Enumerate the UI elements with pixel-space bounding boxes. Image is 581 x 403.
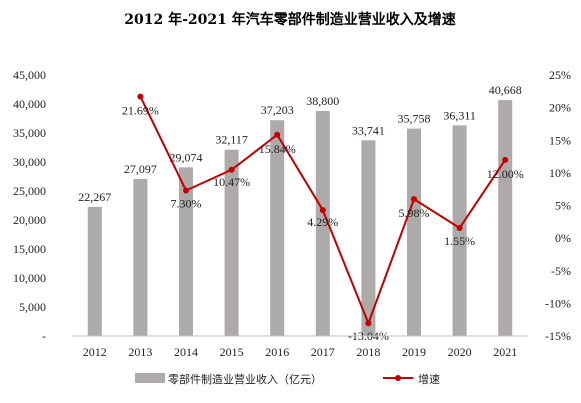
chart-title: 2012 年-2021 年汽车零部件制造业营业收入及增速 bbox=[124, 11, 456, 28]
left-axis-tick-label: 40,000 bbox=[13, 97, 46, 111]
right-axis-tick-label: 20% bbox=[549, 101, 571, 115]
growth-point bbox=[319, 207, 326, 214]
legend-bar-label: 零部件制造业营业收入（亿元） bbox=[168, 372, 322, 386]
bar bbox=[498, 100, 513, 336]
growth-value-label: 15.84% bbox=[259, 142, 296, 156]
bar bbox=[133, 178, 148, 336]
x-axis-tick-label: 2015 bbox=[220, 345, 244, 359]
x-axis-tick-label: 2014 bbox=[174, 345, 198, 359]
legend-line-label: 增速 bbox=[418, 372, 440, 386]
left-axis-tick-label: 15,000 bbox=[13, 242, 46, 256]
x-axis-tick-label: 2016 bbox=[265, 345, 289, 359]
bar-value-label: 36,311 bbox=[443, 108, 476, 122]
bar bbox=[179, 167, 193, 336]
bar bbox=[361, 140, 376, 336]
growth-point bbox=[502, 156, 509, 163]
left-axis: - 5,000 10,000 15,000 20,000 25,000 30,000 35,0… bbox=[13, 68, 46, 343]
bar-value-label: 33,741 bbox=[352, 123, 385, 137]
x-axis: 2012 2013 2014 2015 2016 2017 2018 2019 2020 2021 bbox=[72, 335, 528, 359]
growth-point bbox=[456, 225, 463, 232]
bar bbox=[407, 128, 421, 336]
bar-value-label: 32,117 bbox=[215, 133, 248, 147]
growth-value-label: 5.98% bbox=[399, 206, 430, 220]
growth-value-label: 7.30% bbox=[171, 196, 202, 210]
growth-value-label: 10.47% bbox=[213, 175, 250, 189]
growth-point bbox=[228, 166, 235, 173]
bar-data-labels: 22,267 27,097 29,074 32,117 37,203 38,800 33,7… bbox=[78, 83, 521, 204]
x-axis-tick-label: 2021 bbox=[493, 345, 517, 359]
bar bbox=[270, 120, 285, 337]
bar bbox=[87, 206, 102, 336]
legend: 零部件制造业营业收入（亿元） 增速 bbox=[135, 372, 440, 386]
bar-value-label: 27,097 bbox=[124, 162, 157, 176]
legend-line-marker bbox=[395, 375, 401, 381]
left-axis-tick-label: 20,000 bbox=[13, 213, 46, 227]
left-axis-tick-label: 25,000 bbox=[13, 184, 46, 198]
x-axis-tick-label: 2020 bbox=[448, 345, 472, 359]
growth-point bbox=[365, 320, 372, 327]
right-axis-tick-label: 10% bbox=[549, 166, 571, 180]
right-axis-tick-label: -10% bbox=[545, 296, 571, 310]
growth-value-label: 1.55% bbox=[444, 234, 475, 248]
right-axis-tick-label: 5% bbox=[555, 199, 571, 213]
left-axis-tick-label: 45,000 bbox=[13, 68, 46, 82]
left-axis-tick-label: 35,000 bbox=[13, 126, 46, 140]
growth-value-label: 21.69% bbox=[122, 104, 159, 118]
growth-point bbox=[137, 93, 144, 100]
bar-value-label: 37,203 bbox=[261, 103, 294, 117]
growth-value-label: 4.29% bbox=[307, 215, 338, 229]
left-axis-tick-label: - bbox=[42, 329, 46, 343]
bar-value-label: 40,668 bbox=[489, 83, 522, 97]
left-axis-tick-label: 30,000 bbox=[13, 155, 46, 169]
right-axis: -15% -10% -5% 0% 5% 10% 15% 20% 25% bbox=[545, 68, 571, 343]
bar-series bbox=[87, 100, 513, 337]
bar bbox=[315, 110, 330, 337]
bar-value-label: 29,074 bbox=[170, 150, 203, 164]
left-axis-tick-label: 10,000 bbox=[13, 271, 46, 285]
growth-line-series bbox=[137, 93, 509, 327]
right-axis-tick-label: 0% bbox=[555, 231, 571, 245]
right-axis-tick-label: -5% bbox=[551, 264, 571, 278]
growth-point bbox=[411, 196, 417, 203]
legend-bar-swatch bbox=[135, 373, 165, 383]
bar-value-label: 35,758 bbox=[398, 112, 431, 126]
bar-value-label: 38,800 bbox=[306, 94, 339, 108]
x-axis-tick-label: 2018 bbox=[356, 345, 380, 359]
x-axis-tick-label: 2019 bbox=[402, 345, 426, 359]
growth-point bbox=[183, 187, 189, 194]
bar-value-label: 22,267 bbox=[78, 190, 111, 204]
growth-point bbox=[274, 131, 281, 138]
left-axis-tick-label: 5,000 bbox=[19, 300, 46, 314]
right-axis-tick-label: 15% bbox=[549, 133, 571, 147]
x-axis-tick-label: 2013 bbox=[128, 345, 152, 359]
bar bbox=[224, 149, 239, 336]
x-axis-tick-label: 2017 bbox=[311, 345, 335, 359]
x-axis-tick-label: 2012 bbox=[83, 345, 107, 359]
growth-value-label: 12.00% bbox=[487, 167, 524, 181]
right-axis-tick-label: 25% bbox=[549, 68, 571, 82]
right-axis-tick-label: -15% bbox=[545, 329, 571, 343]
